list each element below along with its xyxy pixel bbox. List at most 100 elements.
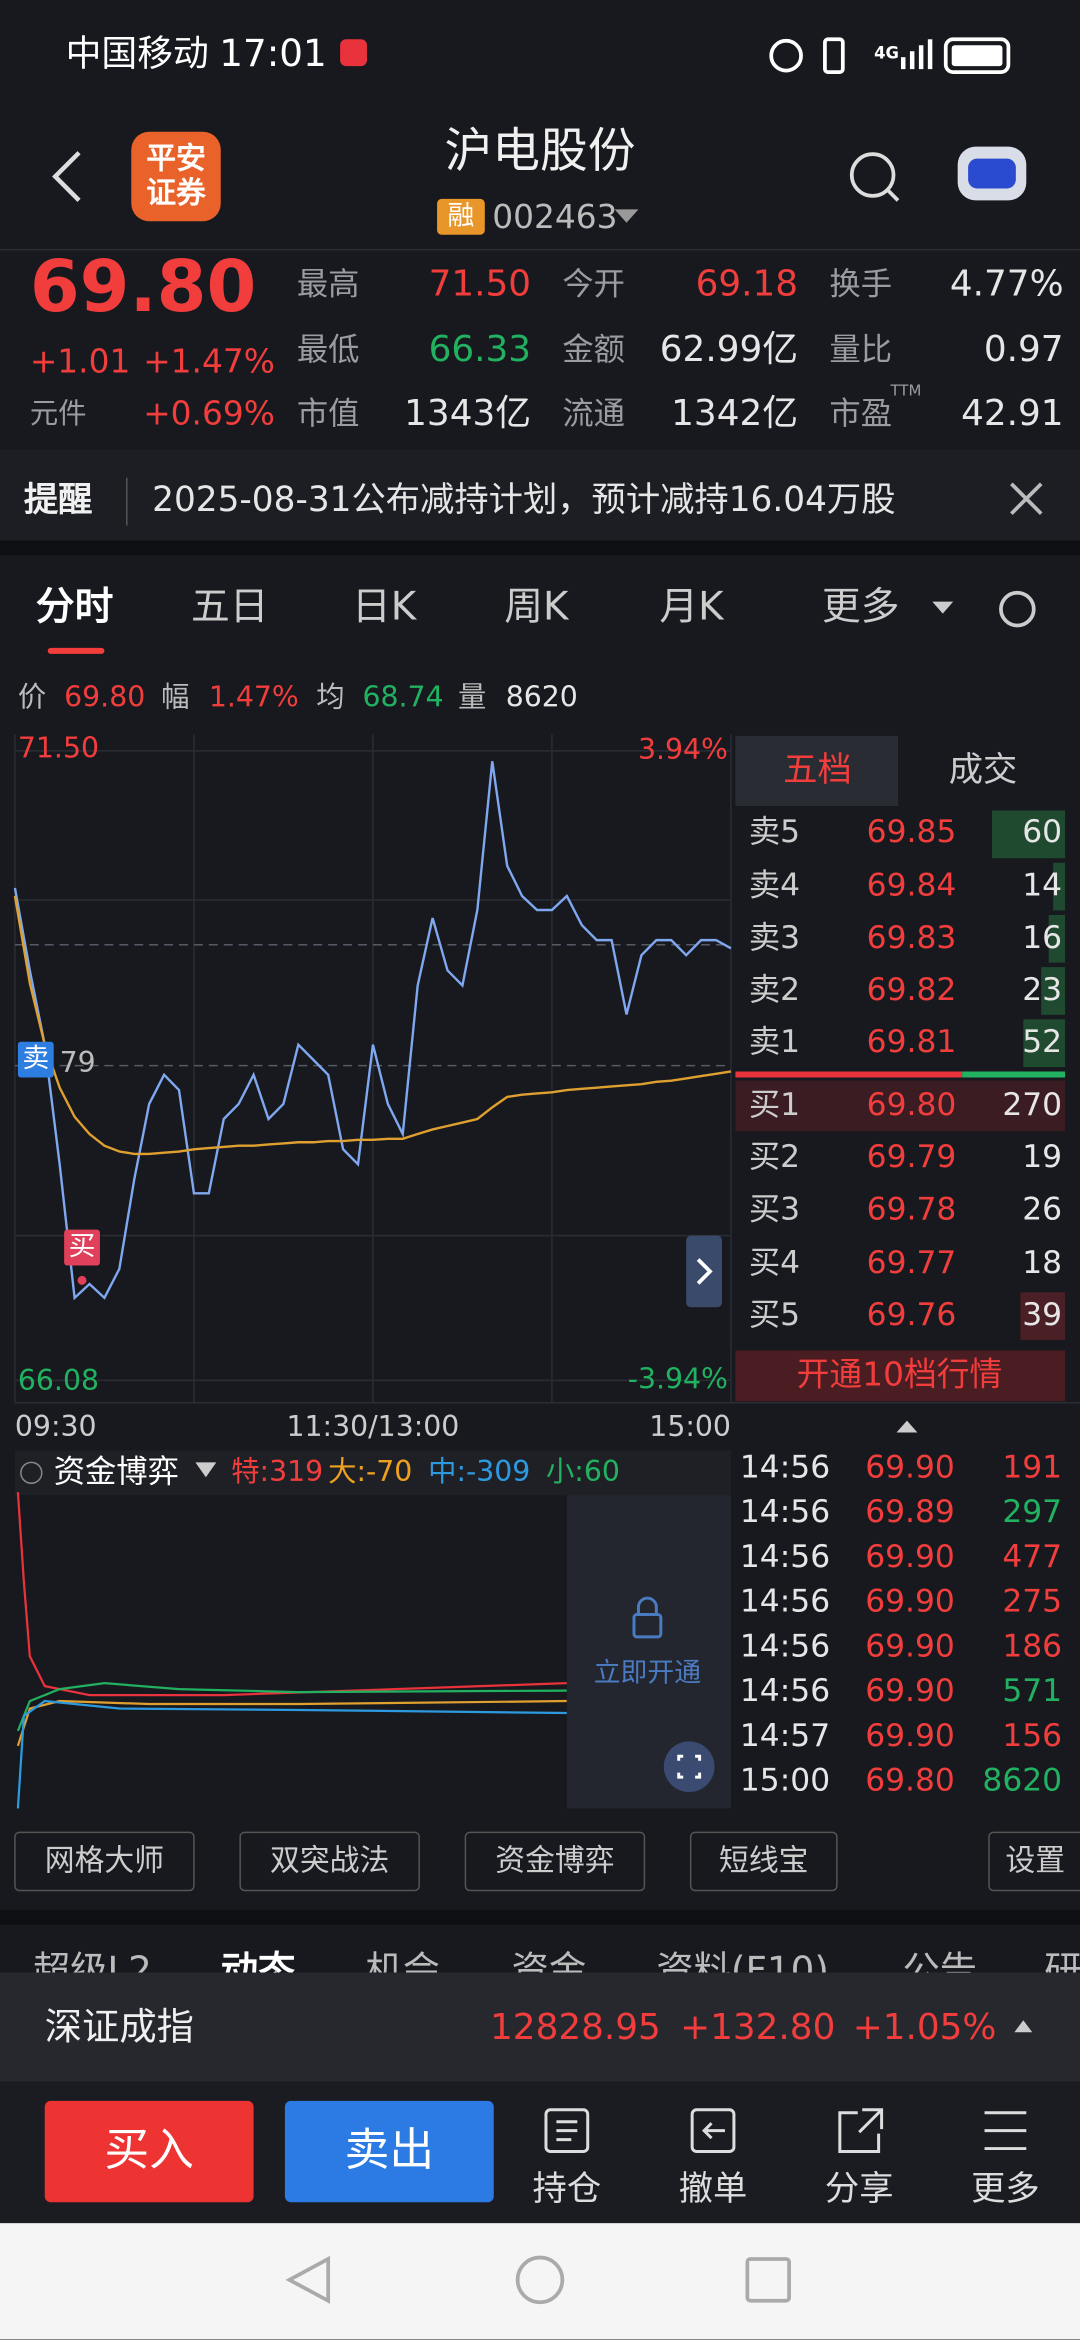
trade-price: 69.90 xyxy=(865,1628,955,1664)
tab-indicator xyxy=(47,647,105,654)
trade-volume: 191 xyxy=(1002,1449,1062,1485)
sub-tab[interactable]: 动态 xyxy=(221,1948,296,1992)
stat-label: 市盈 xyxy=(829,396,892,432)
book-volume: 52 xyxy=(1022,1024,1062,1060)
depth-bars xyxy=(991,810,1066,1341)
notice-label: 提醒 xyxy=(24,480,93,520)
book-price: 69.79 xyxy=(867,1139,957,1175)
stat-label: 流通 xyxy=(562,396,625,432)
back-button[interactable] xyxy=(52,151,81,202)
stat-label: 市值 xyxy=(297,396,360,432)
trade-price: 69.80 xyxy=(865,1763,955,1799)
stat-value: 42.91 xyxy=(961,393,1063,434)
stock-code: 002463 xyxy=(492,198,617,236)
ttm-label: TTM xyxy=(890,381,922,399)
last-price: 69.80 xyxy=(30,245,256,328)
sub-tab[interactable]: 资金 xyxy=(512,1948,587,1992)
unlock-text[interactable]: 立即开通 xyxy=(594,1658,701,1689)
settings-button[interactable] xyxy=(999,590,1036,628)
y2-tick-label: -3.94% xyxy=(628,1362,728,1395)
tab[interactable]: 日K xyxy=(352,585,418,630)
stat-label: 最低 xyxy=(297,332,360,368)
action-label[interactable]: 撤单 xyxy=(679,2169,748,2209)
sell-marker-text: 卖 xyxy=(22,1043,49,1074)
index-name: 深证成指 xyxy=(45,2005,194,2049)
assistant-face xyxy=(968,158,1016,189)
stat-label: 今开 xyxy=(562,266,625,302)
tab[interactable]: 月K xyxy=(659,585,725,630)
sell-button[interactable] xyxy=(284,2100,494,2203)
fund-lines xyxy=(16,1492,567,1809)
index-change-pct: +1.05% xyxy=(853,2007,997,2048)
action-icons xyxy=(544,2108,1027,2154)
more-dropdown[interactable] xyxy=(932,601,954,614)
sell-marker xyxy=(17,1041,54,1078)
info-label: 量 xyxy=(458,681,486,714)
search-handle xyxy=(886,188,900,202)
trade-price: 69.90 xyxy=(865,1539,955,1575)
book-price: 69.81 xyxy=(867,1024,957,1060)
trade-volume: 477 xyxy=(1002,1539,1062,1575)
trade-volume: 275 xyxy=(1002,1584,1062,1620)
order-tab[interactable]: 成交 xyxy=(949,750,1018,790)
fullscreen-button[interactable] xyxy=(663,1741,715,1793)
trade-volume: 8620 xyxy=(982,1763,1062,1799)
stat-value: 1343亿 xyxy=(404,393,531,434)
band xyxy=(0,540,1080,556)
tool-button[interactable]: 双突战法 xyxy=(270,1844,389,1879)
book-volume: 23 xyxy=(1022,972,1062,1008)
tool-button[interactable]: 资金博弈 xyxy=(495,1844,614,1879)
fund-dropdown[interactable] xyxy=(195,1462,217,1478)
action-label[interactable]: 持仓 xyxy=(533,2169,602,2209)
trade-time: 14:56 xyxy=(740,1584,830,1620)
tab[interactable]: 分时 xyxy=(36,585,114,630)
trade-time: 14:56 xyxy=(740,1539,830,1575)
search-button[interactable] xyxy=(849,152,896,198)
book-label: 卖5 xyxy=(749,814,800,850)
collapse-arrow[interactable] xyxy=(896,1420,918,1433)
tab[interactable]: 五日 xyxy=(191,585,269,630)
fund-item-value: 60 xyxy=(584,1455,620,1488)
code-dropdown[interactable] xyxy=(614,209,639,223)
margin-tag: 融 xyxy=(448,200,475,231)
book-volume: 14 xyxy=(1022,868,1062,904)
action-label[interactable]: 更多 xyxy=(971,2169,1040,2209)
battery-level xyxy=(951,45,1003,67)
buy-label: 买入 xyxy=(104,2123,194,2176)
nav-back[interactable] xyxy=(285,2255,331,2304)
expand-panel-button[interactable] xyxy=(686,1235,722,1308)
info-value: 1.47% xyxy=(209,681,299,714)
tool-button[interactable]: 短线宝 xyxy=(719,1844,808,1879)
sub-tab[interactable]: 公告 xyxy=(902,1948,977,1992)
tool-buttons[interactable] xyxy=(14,1831,1080,1892)
sub-tab[interactable]: 超级L2 xyxy=(33,1948,152,1992)
trade-price: 69.90 xyxy=(865,1449,955,1485)
fund-header-bg xyxy=(14,1450,731,1496)
nav-recent[interactable] xyxy=(745,2257,791,2303)
buy-button[interactable] xyxy=(44,2100,254,2203)
fund-item: 特:319 xyxy=(231,1455,323,1488)
upgrade-bg[interactable] xyxy=(735,1350,1066,1402)
trade-time: 14:56 xyxy=(740,1494,830,1530)
sub-tab[interactable]: 资料(F10) xyxy=(656,1948,829,1992)
tab[interactable]: 更多 xyxy=(822,585,900,630)
stat-label: 换手 xyxy=(829,266,892,302)
margin-tag-bg xyxy=(437,198,485,235)
tool-button[interactable]: 设置 xyxy=(1005,1844,1065,1879)
sector-change: +0.69% xyxy=(143,395,275,433)
info-label: 均 xyxy=(316,681,344,714)
action-label[interactable]: 分享 xyxy=(825,2169,894,2209)
sub-tab[interactable]: 研 xyxy=(1044,1948,1080,1992)
tool-button[interactable]: 网格大师 xyxy=(45,1844,164,1879)
nav-home[interactable] xyxy=(515,2255,565,2305)
upgrade-link[interactable]: 开通10档行情 xyxy=(797,1355,1003,1393)
tab[interactable]: 周K xyxy=(504,585,570,630)
trade-volume: 156 xyxy=(1002,1718,1062,1754)
sub-tab[interactable]: 机会 xyxy=(365,1948,440,1992)
order-tab[interactable]: 五档 xyxy=(783,750,852,790)
book-volume: 19 xyxy=(1022,1139,1062,1175)
close-icon[interactable] xyxy=(1010,482,1043,515)
trade-price: 69.90 xyxy=(865,1718,955,1754)
index-expand[interactable] xyxy=(1014,2020,1033,2033)
